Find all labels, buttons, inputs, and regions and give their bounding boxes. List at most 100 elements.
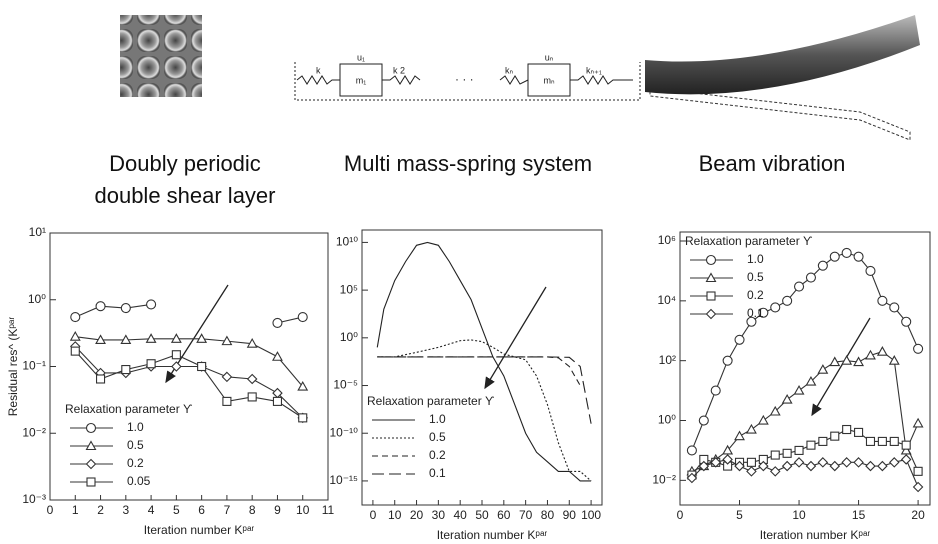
marker <box>70 346 80 356</box>
x-tick-label: 8 <box>249 503 256 517</box>
marker <box>686 445 697 456</box>
spring-labels: u₁ m₁ k k 2 uₙ mₙ kₙ kₙ₊₁ · · · <box>316 52 602 86</box>
marker <box>247 392 257 402</box>
legend-label: 0.1 <box>747 306 764 320</box>
series-line <box>74 350 304 419</box>
marker <box>888 355 900 365</box>
spring-diagram <box>294 62 641 101</box>
x-tick-label: 90 <box>563 508 577 522</box>
legend-label: 1.0 <box>127 420 144 434</box>
dots: · · · <box>455 72 474 86</box>
x-tick-label: 15 <box>852 508 866 522</box>
marker <box>758 307 769 318</box>
marker <box>877 295 888 306</box>
marker <box>246 338 258 348</box>
x-tick-label: 1 <box>72 503 79 517</box>
y-tick-label: 10⁻² <box>22 425 46 439</box>
marker <box>272 396 283 406</box>
marker <box>734 430 745 441</box>
y-tick-label: 10⁻⁵ <box>333 378 358 392</box>
y-axis-label: Residual res^ (Kᵖᵃʳ <box>6 317 20 417</box>
x-tick-label: 30 <box>432 508 446 522</box>
marker <box>805 460 817 472</box>
marker <box>793 384 805 395</box>
marker <box>121 365 131 375</box>
series-line <box>377 356 592 424</box>
marker <box>698 460 710 472</box>
caption: Multi mass-spring system <box>344 151 592 176</box>
marker <box>298 413 308 423</box>
caption: Doubly periodic <box>109 151 261 176</box>
x-tick-label: 50 <box>475 508 489 522</box>
marker <box>246 373 258 385</box>
marker <box>912 481 924 493</box>
y-tick-label: 10⁻¹⁰ <box>330 425 359 439</box>
marker <box>722 355 733 366</box>
marker <box>746 457 756 467</box>
marker <box>805 272 817 283</box>
x-tick-label: 80 <box>541 508 555 522</box>
marker <box>805 375 817 386</box>
marker <box>722 454 733 465</box>
label: uₙ <box>545 52 554 62</box>
marker <box>865 349 876 360</box>
x-tick-label: 4 <box>148 503 155 517</box>
legend-label: 0.5 <box>127 438 144 452</box>
marker <box>146 299 157 310</box>
x-tick-label: 3 <box>122 503 129 517</box>
marker <box>705 272 717 283</box>
marker <box>221 335 233 346</box>
x-tick-label: 40 <box>454 508 468 522</box>
marker <box>841 247 852 258</box>
legend-title: Relaxation parameter ϒ <box>367 394 495 408</box>
marker <box>900 454 912 465</box>
marker <box>686 472 698 484</box>
marker <box>745 423 757 434</box>
marker <box>865 460 876 472</box>
marker <box>95 334 106 344</box>
legend-label: 0.2 <box>429 448 446 462</box>
marker <box>722 444 734 455</box>
marker <box>746 466 757 477</box>
label: mₙ <box>543 75 554 85</box>
marker <box>221 371 233 383</box>
arrows <box>165 284 871 417</box>
y-tick-label: 10⁻² <box>652 473 676 487</box>
marker <box>854 427 864 437</box>
marker <box>86 477 96 487</box>
marker <box>853 251 864 262</box>
marker <box>85 422 97 434</box>
legend-label: 0.05 <box>127 474 151 488</box>
x-tick-label: 0 <box>677 508 684 522</box>
plot-frame <box>679 231 931 506</box>
x-axis-label: Iteration number Kᵖᵃʳ <box>437 528 548 542</box>
marker <box>901 440 911 450</box>
y-tick-label: 10¹⁰ <box>336 235 358 249</box>
y-tick-label: 10² <box>659 353 676 367</box>
marker <box>853 356 865 367</box>
marker <box>734 334 745 345</box>
marker <box>912 417 924 428</box>
x-tick-label: 0 <box>47 503 54 517</box>
marker <box>865 265 876 276</box>
marker <box>171 361 182 372</box>
marker <box>818 436 828 446</box>
x-tick-label: 70 <box>519 508 533 522</box>
marker <box>913 343 924 354</box>
label: k 2 <box>393 65 405 75</box>
beam-image <box>645 15 920 141</box>
marker <box>120 303 131 314</box>
label: u₁ <box>357 52 365 62</box>
marker <box>705 254 717 266</box>
y-tick-label: 10⁶ <box>658 233 676 247</box>
marker <box>746 316 757 327</box>
label: kₙ₊₁ <box>586 65 602 75</box>
legend-title: Relaxation parameter ϒ <box>65 402 193 416</box>
marker <box>69 331 81 341</box>
x-tick-label: 11 <box>322 503 335 517</box>
marker <box>901 316 912 327</box>
y-tick-label: 10⁻¹ <box>22 359 46 373</box>
marker <box>196 333 208 343</box>
marker <box>297 312 308 323</box>
